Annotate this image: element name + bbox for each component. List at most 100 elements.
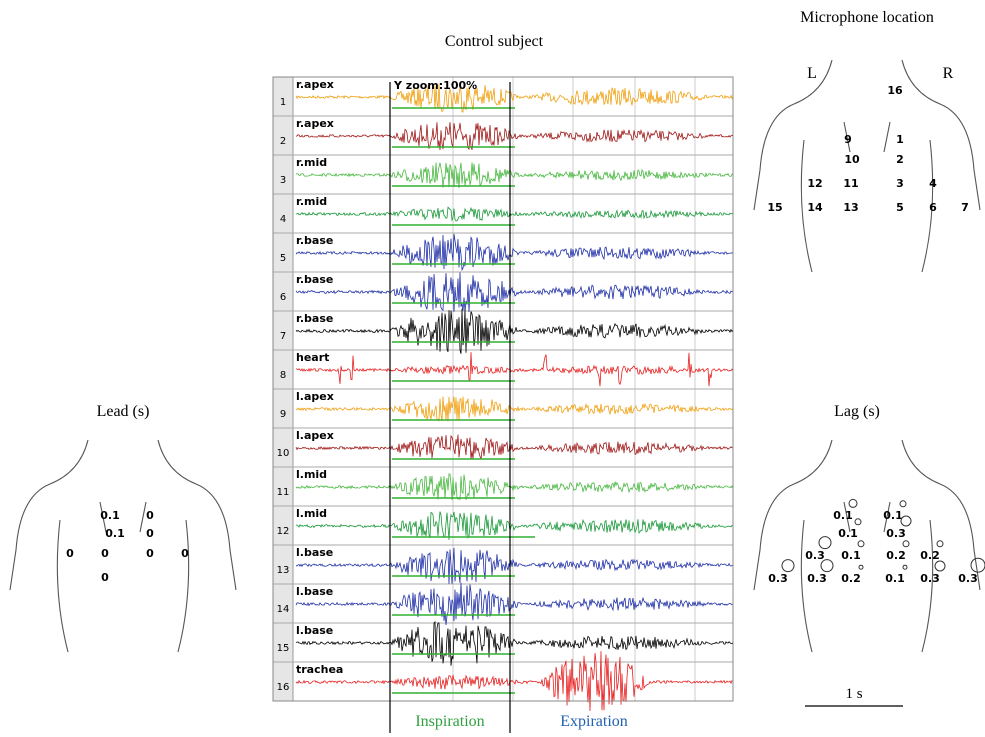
side-label: L [807,65,817,82]
lag-value: 0.3 [805,549,825,562]
waveform [295,206,734,222]
channel-label: r.base [296,273,333,286]
channel-label: l.base [296,585,333,598]
site-number: 11 [843,177,858,190]
lag-value: 0.3 [958,572,978,585]
lag-value: 0.1 [841,549,861,562]
site-number: 16 [887,84,903,97]
lag-marker [936,540,944,548]
lag-value: 0.1 [885,572,905,585]
lead-value: 0 [101,547,109,560]
lag-marker [934,560,946,572]
waveform [295,352,734,387]
channel-number: 1 [280,97,286,108]
lead-value: 0 [181,547,189,560]
panel-border [272,76,734,702]
channel-label: l.base [296,546,333,559]
waveform [295,473,734,501]
channel-label: r.base [296,312,333,325]
lead-value: 0 [66,547,74,560]
lead-value: 0.1 [100,509,120,522]
waveform [295,162,734,189]
lag-value: 0.1 [883,509,903,522]
lag-marker [902,540,910,548]
site-number: 12 [807,177,822,190]
lag-value: 0.3 [886,527,906,540]
lag-marker [899,500,907,508]
waveform [295,396,734,422]
waveform [295,122,734,151]
waveform [295,547,734,584]
channel-label: l.mid [296,468,327,481]
site-number: 10 [844,153,860,166]
lead-value: 0 [146,547,154,560]
channel-label: r.mid [296,195,327,208]
waveform [295,308,734,354]
channel-number: 4 [280,214,286,225]
torso-outline [9,439,237,653]
channel-number: 16 [277,682,290,693]
channel-label: l.base [296,624,333,637]
lag-value: 0.3 [768,572,788,585]
channel-label: r.base [296,234,333,247]
site-number: 7 [961,201,969,214]
lag-value: 0.3 [920,572,940,585]
channel-label: heart [296,351,329,364]
channel-label: l.apex [296,390,334,403]
lag-value: 0.3 [807,572,827,585]
phase-label: Inspiration [415,713,484,730]
channel-label: trachea [296,663,343,676]
site-number: 5 [896,201,904,214]
channel-number: 9 [280,409,286,420]
waveform [295,233,734,272]
lag-marker [818,536,832,550]
side-label: R [943,65,954,82]
channel-label: r.apex [296,117,334,130]
waveform [295,434,734,460]
channel-number: 5 [280,253,286,264]
lag-marker [970,557,985,573]
channel-label: r.mid [296,156,327,169]
torso-outline [753,59,981,273]
waveform [295,620,734,666]
title: Control subject [445,33,544,50]
recording: 1 r.apex 2 r.apex 3 r.mid 4 r.mid 5 r.base 6 r.base… [272,76,734,733]
channel-number: 11 [277,487,290,498]
lag-marker [857,540,865,548]
lag-marker [902,564,908,570]
lag-value: 0.2 [841,572,861,585]
lag-marker [854,518,862,526]
channel-number: 8 [280,370,286,381]
channel-number: 2 [280,136,286,147]
site-number: 14 [807,201,823,214]
lag-marker [848,498,858,508]
waveform [295,82,734,113]
lead-value: 0 [101,571,109,584]
site-number: 2 [896,153,904,166]
waveform [295,511,734,540]
lead-value: 0 [146,509,154,522]
channel-label: l.apex [296,429,334,442]
site-number: 13 [843,201,858,214]
lag-marker [781,559,795,573]
lead-value: 0.1 [105,527,125,540]
channel-number: 12 [277,526,290,537]
site-number: 15 [767,201,782,214]
channel-number: 10 [277,448,290,459]
lead-value: 0 [146,527,154,540]
channel-number: 15 [277,643,290,654]
lag-marker [820,559,834,573]
lag-marker [858,564,864,570]
site-number: 6 [929,201,937,214]
site-number: 9 [844,133,852,146]
lag-value: 0.1 [833,509,853,522]
channel-number: 6 [280,292,286,303]
channel-number: 13 [277,565,290,576]
phase-label: Expiration [560,713,628,730]
panel-title: Microphone location [800,9,934,26]
zoom-label: Y zoom:100% [393,79,477,92]
site-number: 3 [896,177,904,190]
lag-marker [900,515,912,527]
lag-value: 0.2 [920,549,940,562]
